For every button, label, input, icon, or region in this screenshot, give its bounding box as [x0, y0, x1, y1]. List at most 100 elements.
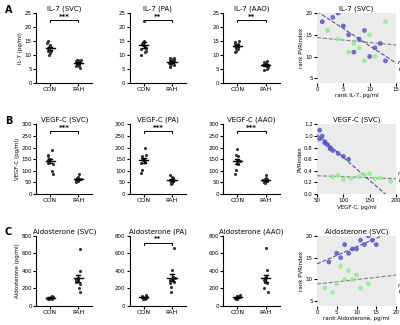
- Point: [263, 175, 269, 180]
- Point: [264, 64, 270, 69]
- Point: [46, 157, 52, 162]
- Point: [262, 176, 268, 182]
- Text: ***: ***: [59, 14, 70, 20]
- Point: [263, 275, 269, 280]
- Point: [168, 61, 174, 66]
- Point: [335, 36, 341, 42]
- Point: [351, 50, 357, 55]
- Point: [75, 58, 81, 63]
- Point: [50, 172, 56, 177]
- Point: [170, 56, 176, 61]
- Point: [72, 280, 79, 285]
- Point: [236, 295, 243, 300]
- Point: [167, 285, 174, 290]
- Point: [168, 179, 174, 185]
- Point: [140, 296, 146, 302]
- Point: [169, 180, 175, 186]
- Point: [338, 264, 344, 269]
- Point: [168, 59, 174, 64]
- Point: [372, 176, 378, 182]
- Title: IL-7 (SVC): IL-7 (SVC): [47, 5, 82, 12]
- Point: [261, 177, 267, 183]
- Point: [346, 251, 352, 256]
- Point: [327, 146, 333, 151]
- Point: [348, 176, 354, 181]
- Point: [377, 41, 384, 46]
- Point: [262, 179, 268, 184]
- Point: [235, 46, 242, 52]
- Title: IL-7 (PA): IL-7 (PA): [144, 5, 172, 12]
- Point: [232, 49, 238, 55]
- Point: [372, 45, 378, 50]
- Point: [377, 175, 384, 180]
- Point: [50, 295, 56, 300]
- Point: [361, 242, 368, 247]
- Point: [261, 180, 268, 185]
- Point: [48, 147, 55, 152]
- Point: [77, 59, 83, 64]
- Point: [138, 160, 144, 165]
- Point: [236, 38, 242, 44]
- Point: [330, 290, 336, 295]
- Point: [338, 255, 344, 260]
- Text: **: **: [248, 14, 255, 20]
- Point: [45, 49, 52, 54]
- Point: [142, 296, 149, 301]
- Point: [139, 294, 145, 299]
- Point: [353, 272, 360, 278]
- Text: A: A: [5, 5, 12, 15]
- Point: [141, 157, 148, 162]
- Point: [50, 161, 56, 166]
- Point: [233, 44, 240, 49]
- Point: [264, 268, 270, 273]
- Point: [166, 177, 173, 182]
- Point: [264, 65, 271, 70]
- Point: [77, 66, 84, 71]
- Point: [143, 294, 150, 299]
- Point: [232, 295, 238, 301]
- Point: [138, 153, 145, 158]
- Point: [74, 177, 80, 183]
- Point: [234, 293, 240, 299]
- Point: [261, 179, 268, 184]
- Point: [356, 36, 362, 42]
- Point: [327, 145, 333, 150]
- Point: [260, 62, 266, 67]
- Title: VEGF-C (AAO): VEGF-C (AAO): [227, 117, 276, 123]
- Point: [262, 60, 269, 66]
- Point: [167, 55, 173, 60]
- Point: [140, 157, 146, 162]
- Point: [47, 157, 54, 162]
- Point: [138, 46, 144, 52]
- Point: [46, 295, 52, 300]
- Point: [166, 280, 173, 285]
- Point: [351, 41, 357, 46]
- Point: [171, 276, 178, 281]
- Point: [316, 136, 323, 142]
- Point: [45, 152, 52, 157]
- Point: [262, 276, 268, 281]
- Point: [361, 28, 368, 33]
- Point: [49, 296, 56, 302]
- Point: [168, 60, 174, 65]
- Point: [349, 246, 356, 252]
- Y-axis label: IL-7 (pg/ml): IL-7 (pg/ml): [18, 32, 24, 64]
- Text: C: C: [5, 227, 12, 238]
- Y-axis label: rank PVRindex: rank PVRindex: [300, 251, 304, 291]
- Point: [369, 238, 376, 243]
- Point: [74, 61, 80, 66]
- Point: [340, 154, 346, 159]
- Title: Aldosterone (AAO): Aldosterone (AAO): [219, 228, 284, 235]
- Title: Aldosterone (PA): Aldosterone (PA): [129, 228, 187, 235]
- Y-axis label: VEGF-C (pg/ml): VEGF-C (pg/ml): [15, 138, 20, 180]
- Point: [261, 180, 267, 185]
- Title: IL-7 (SVC): IL-7 (SVC): [339, 5, 374, 12]
- Point: [170, 58, 177, 63]
- Point: [232, 45, 239, 50]
- Point: [77, 281, 84, 286]
- Point: [167, 63, 173, 69]
- Title: Aldosterone (SVC): Aldosterone (SVC): [325, 228, 388, 235]
- Point: [49, 168, 56, 174]
- Point: [262, 63, 268, 68]
- Point: [319, 134, 326, 139]
